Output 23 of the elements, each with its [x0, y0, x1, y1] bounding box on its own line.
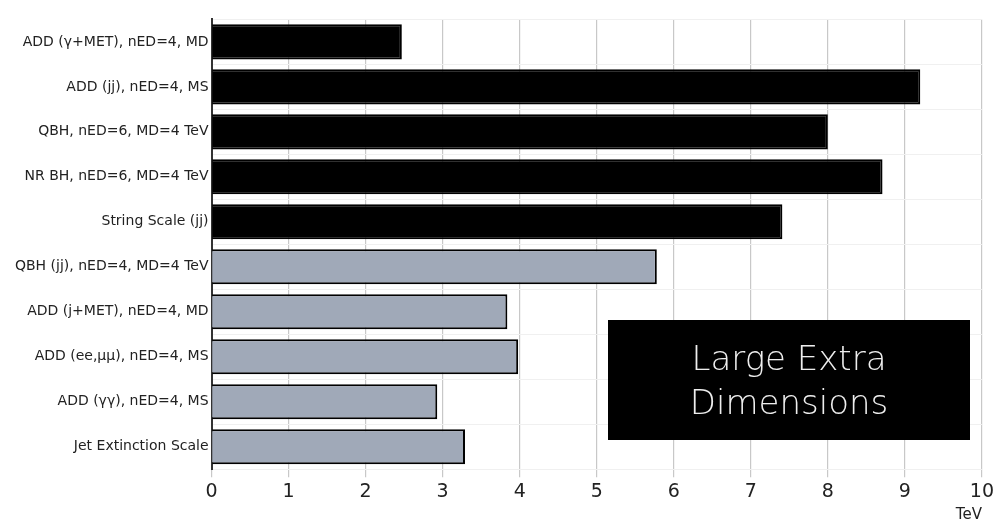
y-tick-label: ADD (j+MET), nED=4, MD	[27, 302, 209, 319]
x-tick-label: 5	[590, 478, 603, 501]
x-tick-label: 9	[898, 478, 911, 501]
y-tick-label: ADD (γ+MET), nED=4, MD	[22, 32, 209, 49]
x-tick-label: 8	[821, 478, 834, 501]
x-tick-label: 6	[667, 478, 680, 501]
y-tick-label: ADD (γγ), nED=4, MS	[57, 392, 209, 409]
y-tick-label: QBH (jj), nED=4, MD=4 TeV	[14, 257, 209, 274]
x-tick-label: 1	[282, 478, 295, 501]
y-tick-label: String Scale (jj)	[101, 212, 209, 229]
y-tick-label: ADD (ee,μμ), nED=4, MS	[34, 347, 209, 364]
y-tick-label: Jet Extinction Scale	[72, 437, 209, 454]
x-axis-title: TeV	[954, 504, 983, 523]
x-tick-label: 3	[436, 478, 449, 501]
x-tick-label: 2	[359, 478, 372, 501]
y-tick-label: NR BH, nED=6, MD=4 TeV	[24, 167, 209, 184]
y-tick-label: ADD (jj), nED=4, MS	[66, 77, 209, 94]
x-tick-label: 0	[205, 478, 218, 501]
label-panel: Large Extra Dimensions	[608, 320, 970, 440]
x-tick-label: 4	[513, 478, 526, 501]
x-tick-label: 7	[744, 478, 757, 501]
x-tick-label: 10	[969, 478, 995, 501]
y-tick-label: QBH, nED=6, MD=4 TeV	[38, 122, 209, 139]
